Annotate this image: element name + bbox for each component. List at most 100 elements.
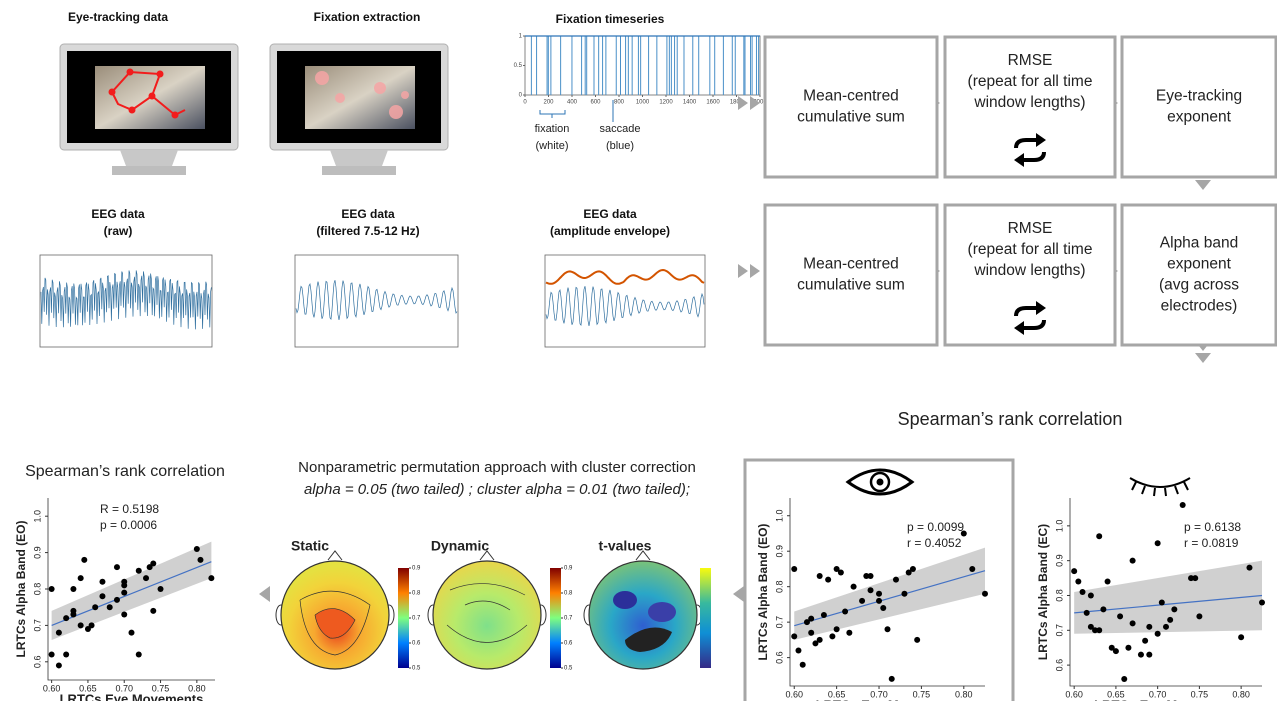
panel-title: EEG data: [91, 207, 145, 221]
point: [982, 591, 988, 597]
eeg-trace: [546, 286, 704, 326]
point: [791, 566, 797, 572]
point: [136, 652, 142, 658]
step-label: RMSE: [1008, 220, 1053, 237]
colorbar: [700, 568, 711, 668]
point: [808, 616, 814, 622]
x-tick-label: 600: [590, 100, 601, 106]
bracket: [540, 110, 565, 118]
annotation: fixation: [535, 123, 570, 135]
y-tick-label: 0.7: [774, 616, 784, 629]
y-tick-label: 0.9: [1054, 554, 1064, 567]
point: [885, 626, 891, 632]
point: [78, 622, 84, 628]
point: [825, 577, 831, 583]
point: [1088, 592, 1094, 598]
point: [817, 637, 823, 643]
map-label: Dynamic: [431, 538, 490, 554]
point: [851, 584, 857, 590]
point: [150, 608, 156, 614]
y-axis-label: LRTCs Alpha Band (EO): [756, 524, 770, 661]
step-label: (repeat for all time: [968, 241, 1093, 258]
point: [808, 630, 814, 636]
x-tick-label: 1400: [683, 100, 697, 106]
point: [834, 626, 840, 632]
panel-title: Eye-tracking data: [68, 10, 168, 24]
point: [63, 652, 69, 658]
point: [1163, 624, 1169, 630]
stat-annotation: r = 0.4052: [907, 536, 962, 550]
colorbar: [550, 568, 561, 668]
step-label: cumulative sum: [797, 277, 905, 294]
point: [1071, 568, 1077, 574]
step-box: [765, 37, 937, 177]
step-label: window lengths): [973, 94, 1085, 111]
point: [1096, 627, 1102, 633]
point: [1142, 638, 1148, 644]
point: [114, 597, 120, 603]
point: [121, 579, 127, 585]
point: [56, 662, 62, 668]
point: [208, 575, 214, 581]
x-tick-label: 0.60: [785, 689, 803, 699]
point: [1075, 579, 1081, 585]
monitor: [270, 44, 448, 175]
y-tick-label: 1: [519, 34, 523, 40]
x-tick-label: 0: [523, 100, 527, 106]
point: [817, 573, 823, 579]
point: [89, 622, 95, 628]
point: [846, 630, 852, 636]
point: [1180, 502, 1186, 508]
head: [584, 551, 702, 669]
point: [194, 546, 200, 552]
point: [49, 586, 55, 592]
stat-annotation: p = 0.0006: [100, 518, 157, 532]
y-axis-label: LRTCs Alpha Band (EC): [1036, 524, 1050, 660]
point: [1167, 617, 1173, 623]
point: [70, 611, 76, 617]
colorbar-label: 0.9: [564, 566, 573, 572]
colorbar-label: 0.9: [412, 566, 421, 572]
map-label: t-values: [599, 538, 652, 554]
point: [829, 633, 835, 639]
step-label: (avg across: [1159, 277, 1239, 294]
point: [1096, 533, 1102, 539]
y-tick-label: 1.0: [774, 509, 784, 522]
step-label: exponent: [1167, 256, 1231, 273]
point: [868, 573, 874, 579]
point: [876, 591, 882, 597]
point: [1171, 606, 1177, 612]
y-tick-label: 0.7: [32, 619, 42, 632]
annotation: (blue): [606, 140, 634, 152]
chart-title: Spearman’s rank correlation: [25, 463, 225, 480]
point: [1121, 676, 1127, 682]
step-label: exponent: [1167, 109, 1231, 126]
x-tick-label: 400: [567, 100, 578, 106]
x-axis-label: LRTCs Eye Movements: [1094, 697, 1238, 701]
point: [842, 609, 848, 615]
point: [1159, 599, 1165, 605]
x-tick-label: 800: [614, 100, 625, 106]
point: [1238, 634, 1244, 640]
step-label: cumulative sum: [797, 109, 905, 126]
point: [129, 630, 135, 636]
point: [969, 566, 975, 572]
colorbar-label: 0.5: [564, 666, 573, 672]
point: [901, 591, 907, 597]
x-axis-label: LRTCs Eye Movements: [60, 691, 204, 701]
panel-title: Fixation extraction: [314, 10, 421, 24]
point: [99, 579, 105, 585]
step-label: Alpha band: [1160, 235, 1238, 252]
point: [78, 575, 84, 581]
envelope: [546, 270, 704, 284]
colorbar: [398, 568, 409, 668]
monitor: [60, 44, 238, 175]
step-label: Eye-tracking: [1156, 88, 1242, 105]
figure: Fixation timeseries020040060080010001200…: [0, 0, 1277, 701]
point: [158, 586, 164, 592]
eeg-trace: [41, 270, 211, 329]
annotation: saccade: [600, 123, 641, 135]
point: [800, 662, 806, 668]
colorbar-label: 0.6: [412, 641, 421, 647]
